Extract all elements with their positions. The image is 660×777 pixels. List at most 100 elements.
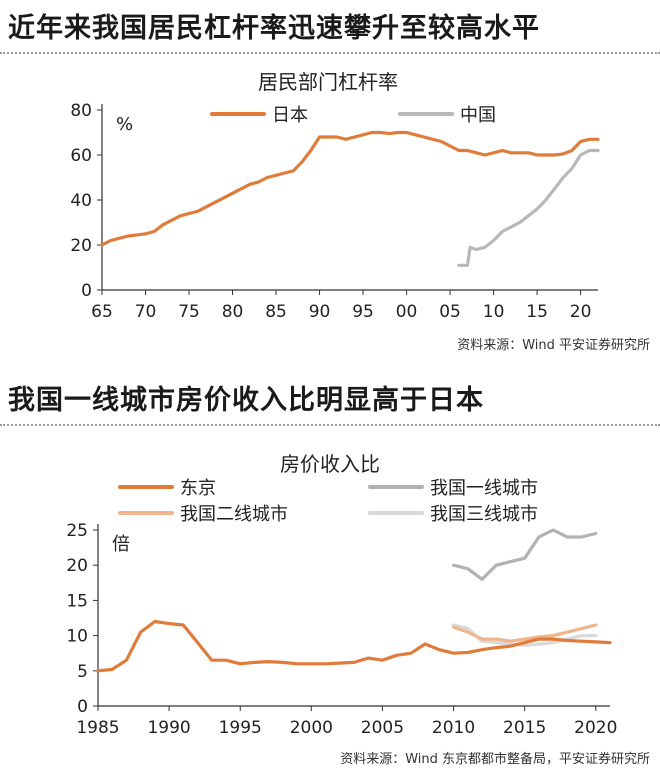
data-point-我国二线城市-0 — [452, 626, 455, 629]
data-point-日本-41 — [457, 149, 460, 152]
data-point-日本-36 — [414, 133, 417, 136]
data-point-中国-0 — [457, 264, 460, 267]
data-point-东京-11 — [253, 661, 256, 664]
data-point-日本-21 — [283, 171, 286, 175]
data-point-日本-45 — [492, 151, 495, 154]
x-tick-label-10: 10 — [483, 302, 505, 322]
data-point-我国一线城市-2 — [480, 578, 484, 581]
data-point-日本-2 — [118, 237, 121, 240]
y-tick-label-25: 25 — [66, 521, 88, 541]
data-point-我国二线城市-8 — [566, 630, 569, 634]
data-point-日本-1 — [109, 239, 112, 242]
data-point-东京-22 — [409, 652, 413, 655]
data-point-东京-25 — [452, 652, 455, 655]
chart-title-price-income: 房价收入比 — [280, 452, 380, 476]
data-point-日本-3 — [126, 234, 130, 238]
data-point-日本-55 — [579, 140, 582, 143]
unit-label: 倍 — [112, 534, 130, 555]
data-point-中国-13 — [562, 176, 565, 179]
data-point-日本-49 — [527, 151, 530, 154]
x-tick-label-85: 85 — [265, 302, 287, 322]
data-point-东京-21 — [395, 654, 398, 657]
data-point-中国-8 — [518, 221, 521, 224]
x-tick-label-1985: 1985 — [76, 718, 119, 738]
chart-leverage: 0 20 40 60 80 65 70 75 80 85 90 95 00 05 10 15 20% 日本 中国 — [70, 101, 600, 322]
data-point-我国二线城市-9 — [580, 627, 583, 630]
data-point-日本-38 — [431, 138, 434, 141]
data-point-我国一线城市-1 — [466, 567, 469, 570]
data-point-中国-5 — [492, 239, 495, 242]
data-point-中国-17 — [596, 149, 600, 152]
data-point-东京-4 — [153, 620, 157, 623]
data-point-日本-27 — [335, 135, 339, 139]
y-tick-label-0: 0 — [77, 697, 88, 717]
data-point-日本-14 — [222, 196, 225, 199]
data-point-东京-24 — [438, 648, 441, 651]
data-point-日本-53 — [562, 152, 565, 156]
data-point-日本-11 — [196, 210, 199, 213]
data-point-我国三线城市-5 — [523, 644, 526, 647]
x-tick-label-15: 15 — [526, 302, 548, 322]
data-point-日本-30 — [361, 133, 365, 136]
data-point-日本-33 — [388, 132, 391, 135]
data-point-我国一线城市-4 — [509, 560, 512, 563]
data-point-日本-39 — [440, 140, 443, 143]
data-point-日本-15 — [231, 192, 234, 195]
data-point-日本-50 — [535, 153, 539, 157]
data-point-日本-7 — [161, 223, 165, 226]
data-point-日本-10 — [187, 212, 191, 215]
data-point-日本-18 — [257, 180, 260, 184]
data-point-日本-22 — [292, 169, 295, 172]
data-point-日本-56 — [588, 138, 591, 141]
y-tick-label-80: 80 — [70, 101, 92, 121]
legend-label-日本: 日本 — [272, 105, 308, 126]
data-point-东京-6 — [182, 623, 185, 627]
data-point-日本-6 — [153, 230, 156, 233]
data-point-日本-16 — [240, 187, 243, 190]
data-point-日本-25 — [318, 135, 321, 139]
x-tick-label-75: 75 — [178, 302, 200, 322]
data-point-日本-0 — [100, 243, 104, 247]
data-point-日本-12 — [205, 205, 208, 208]
data-point-中国-2 — [468, 246, 472, 249]
data-point-我国三线城市-3 — [495, 641, 498, 644]
data-point-东京-23 — [423, 642, 427, 646]
data-point-东京-17 — [338, 661, 341, 665]
data-point-东京-14 — [295, 662, 299, 665]
data-point-东京-9 — [224, 659, 228, 662]
legend-label-我国一线城市: 我国一线城市 — [430, 478, 538, 499]
x-tick-label-2020: 2020 — [574, 718, 617, 738]
data-point-东京-33 — [566, 639, 569, 642]
data-point-日本-32 — [379, 131, 382, 134]
data-point-东京-29 — [509, 645, 512, 648]
data-point-我国二线城市-5 — [523, 637, 526, 641]
data-point-日本-19 — [266, 176, 269, 179]
data-point-日本-35 — [405, 131, 408, 134]
data-point-中国-4 — [483, 246, 487, 249]
data-point-我国一线城市-10 — [594, 532, 597, 535]
y-tick-label-10: 10 — [66, 627, 88, 647]
data-point-中国-9 — [527, 214, 530, 217]
data-point-东京-32 — [551, 637, 555, 641]
data-point-东京-0 — [96, 669, 100, 672]
data-point-我国三线城市-7 — [551, 641, 555, 644]
data-point-日本-42 — [466, 149, 469, 152]
data-point-东京-36 — [608, 641, 612, 644]
data-point-东京-19 — [367, 656, 370, 660]
data-point-东京-1 — [111, 668, 114, 671]
data-point-我国一线城市-3 — [495, 564, 498, 567]
data-point-中国-14 — [570, 167, 574, 170]
data-point-东京-34 — [580, 640, 583, 643]
series-line-我国一线城市 — [452, 528, 598, 581]
data-point-日本-57 — [596, 138, 600, 141]
data-point-东京-12 — [267, 660, 270, 663]
data-point-中国-11 — [544, 198, 547, 202]
data-point-日本-37 — [422, 135, 426, 139]
data-point-我国三线城市-1 — [466, 627, 469, 630]
data-point-日本-51 — [544, 153, 547, 157]
data-point-日本-8 — [170, 219, 173, 222]
divider-bottom — [0, 424, 660, 426]
data-point-日本-47 — [509, 151, 513, 154]
x-tick-label-1990: 1990 — [147, 718, 190, 738]
y-tick-label-5: 5 — [77, 662, 88, 682]
